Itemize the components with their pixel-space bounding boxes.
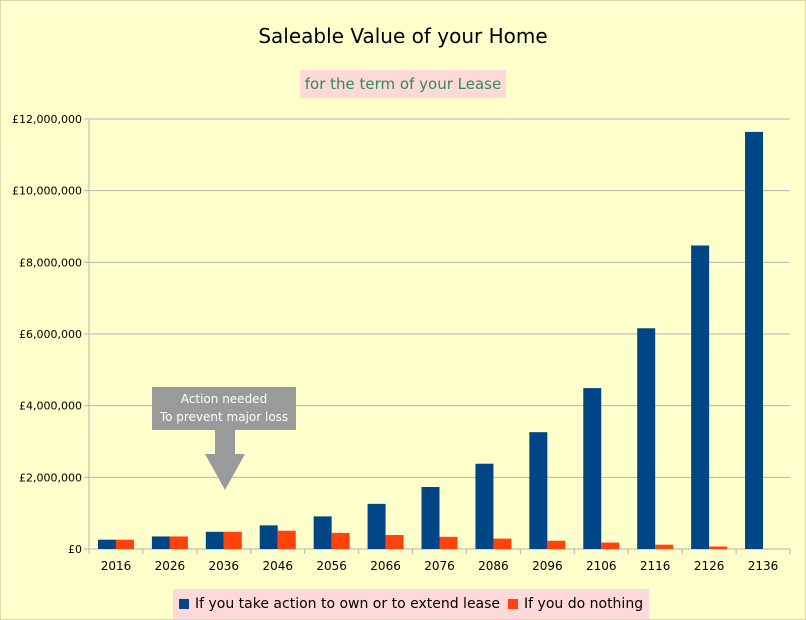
legend-swatch-nothing <box>508 599 519 609</box>
bar-action <box>421 487 440 549</box>
bar-nothing <box>547 540 566 549</box>
legend-item-action: If you take action to own or to extend l… <box>179 596 500 612</box>
bar-action <box>259 525 278 549</box>
x-tick-label: 2096 <box>532 559 563 573</box>
x-tick-label: 2076 <box>424 559 455 573</box>
legend-label-action: If you take action to own or to extend l… <box>195 596 501 612</box>
bar-action <box>97 539 116 549</box>
annotation-callout: Action needed To prevent major loss <box>152 387 296 430</box>
bar-nothing <box>601 542 620 549</box>
bar-nothing <box>493 538 512 549</box>
bar-action <box>637 328 656 549</box>
legend-swatch-action <box>179 599 189 609</box>
bar-action <box>151 536 170 549</box>
legend-item-nothing: If you do nothing <box>508 596 643 612</box>
x-tick-label: 2016 <box>101 559 132 573</box>
y-tick-label: £10,000,000 <box>12 185 82 198</box>
x-tick-label: 2026 <box>155 559 186 573</box>
y-tick-label: £4,000,000 <box>19 400 82 413</box>
x-tick-label: 2036 <box>209 559 240 573</box>
bar-action <box>367 503 386 549</box>
y-tick-label: £2,000,000 <box>19 471 82 484</box>
bar-action <box>205 531 224 549</box>
bar-nothing <box>277 530 296 549</box>
bar-action <box>313 516 332 549</box>
bar-action <box>691 245 710 549</box>
annotation-line-1: Action needed <box>180 392 268 406</box>
bar-nothing <box>385 535 404 549</box>
chart-legend: If you take action to own or to extend l… <box>173 589 650 619</box>
chart-subtitle: for the term of your Lease <box>299 70 507 98</box>
y-tick-label: £6,000,000 <box>19 328 82 341</box>
y-tick-label: £0 <box>68 543 82 556</box>
annotation-line-2: To prevent major loss <box>159 410 289 424</box>
y-tick-label: £8,000,000 <box>19 256 82 269</box>
x-tick-label: 2066 <box>370 559 401 573</box>
bar-action <box>529 432 548 549</box>
bar-nothing <box>709 546 728 549</box>
down-arrow-icon <box>205 428 245 490</box>
x-tick-label: 2116 <box>640 559 671 573</box>
x-tick-label: 2056 <box>316 559 347 573</box>
bar-action <box>475 463 494 549</box>
chart-title: Saleable Value of your Home <box>258 24 548 48</box>
x-tick-label: 2086 <box>478 559 509 573</box>
chart-subtitle-wrap: for the term of your Lease <box>0 70 806 98</box>
bar-nothing <box>439 536 458 549</box>
x-tick-label: 2136 <box>748 559 779 573</box>
x-tick-label: 2046 <box>262 559 293 573</box>
bar-nothing <box>655 544 674 549</box>
bar-nothing <box>169 536 188 549</box>
bar-nothing <box>115 539 134 549</box>
legend-label-nothing: If you do nothing <box>524 596 644 612</box>
x-tick-label: 2106 <box>586 559 617 573</box>
x-tick-label: 2126 <box>694 559 725 573</box>
bar-nothing <box>223 531 242 549</box>
bar-action <box>745 131 764 549</box>
y-tick-label: £12,000,000 <box>12 113 82 126</box>
bar-nothing <box>331 532 350 549</box>
bar-action <box>583 388 602 549</box>
